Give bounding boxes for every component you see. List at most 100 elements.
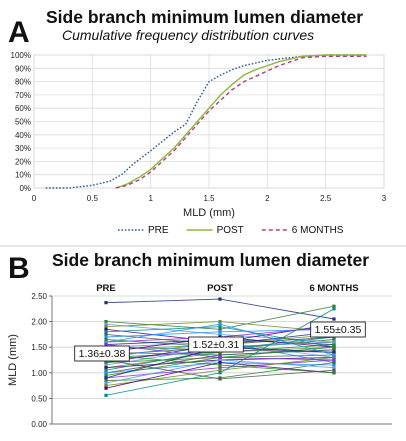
data-point xyxy=(218,327,222,331)
data-point xyxy=(218,332,222,336)
data-point xyxy=(332,307,336,311)
x-tick-label: 2 xyxy=(265,194,270,203)
y-tick-label: 10% xyxy=(15,171,31,180)
x-tick-label: 1 xyxy=(148,194,153,203)
y-tick-label: 0% xyxy=(19,184,31,193)
data-point xyxy=(218,360,222,365)
data-point xyxy=(332,343,336,347)
data-point xyxy=(332,366,336,370)
panel-b-letter: B xyxy=(8,252,30,285)
data-point xyxy=(104,381,108,385)
data-point xyxy=(104,386,108,390)
y-tick-label: 0.50 xyxy=(31,394,47,403)
series-line-pre xyxy=(45,54,367,189)
x-tick-label: 2.5 xyxy=(320,194,332,203)
data-point xyxy=(218,368,222,372)
data-point xyxy=(332,363,336,367)
data-point xyxy=(218,353,222,357)
data-point xyxy=(104,343,108,347)
panel-a-letter: A xyxy=(8,16,30,49)
panel-a: A Side branch minimum lumen diameter Cum… xyxy=(8,7,387,236)
data-point xyxy=(104,340,108,344)
data-point xyxy=(104,320,108,324)
data-point xyxy=(218,320,222,324)
mean-sd-label: 1.36±0.38 xyxy=(79,348,126,360)
data-point xyxy=(104,332,108,336)
y-tick-label: 80% xyxy=(15,78,31,87)
y-tick-label: 2.50 xyxy=(31,292,47,301)
data-point xyxy=(218,330,222,334)
panel-a-title: Side branch minimum lumen diameter xyxy=(46,7,363,27)
data-point xyxy=(104,376,108,380)
y-tick-label: 40% xyxy=(15,131,31,140)
data-point xyxy=(104,335,108,339)
data-point xyxy=(104,330,108,334)
y-tick-label: 50% xyxy=(15,118,31,127)
y-tick-label: 100% xyxy=(11,51,31,60)
y-tick-label: 2.00 xyxy=(31,318,47,327)
y-tick-label: 20% xyxy=(15,157,31,166)
y-tick-label: 70% xyxy=(15,91,31,100)
series-line-post xyxy=(115,54,367,189)
data-point xyxy=(104,373,108,377)
data-point xyxy=(104,301,108,305)
y-tick-label: 1.00 xyxy=(31,369,47,378)
data-point xyxy=(332,304,336,308)
data-point xyxy=(104,360,108,365)
panel-b: B Side branch minimum lumen diameter 0.0… xyxy=(7,250,392,429)
mean-sd-label: 1.55±0.35 xyxy=(315,324,362,336)
y-tick-label: 60% xyxy=(15,104,31,113)
x-tick-label: 0 xyxy=(32,194,37,203)
x-tick-label: 0.5 xyxy=(87,194,99,203)
paired-mld-chart: 0.00 0.50 1.00 1.50 2.00 2.50 MLD (mm) PRE POST 6… xyxy=(7,283,392,429)
data-point xyxy=(218,358,222,362)
data-point xyxy=(218,297,222,301)
cumulative-frequency-chart: 0% 10% 20% 30% 40% 50% 60% 70% 80% 90% 100% 0 0.5 1 1.… xyxy=(11,51,387,236)
mean-sd-label: 1.52±0.31 xyxy=(193,339,240,351)
data-point xyxy=(332,360,336,365)
data-point xyxy=(104,337,108,342)
y-tick-label: 1.50 xyxy=(31,343,47,352)
group-label: POST xyxy=(207,283,233,294)
x-tick-label: 3 xyxy=(382,194,387,203)
y-tick-label: 90% xyxy=(15,64,31,73)
data-point xyxy=(218,377,222,381)
legend-label: POST xyxy=(217,225,244,236)
data-point xyxy=(332,337,336,342)
data-point xyxy=(104,366,108,370)
data-point xyxy=(218,366,222,370)
legend-label: 6 MONTHS xyxy=(292,225,344,236)
data-point xyxy=(332,371,336,375)
group-label: PRE xyxy=(96,283,116,294)
data-point xyxy=(332,368,336,372)
group-label: 6 MONTHS xyxy=(309,283,358,294)
data-point xyxy=(104,327,108,331)
x-tick-label: 1.5 xyxy=(203,194,215,203)
y-tick-label: 0.00 xyxy=(31,420,47,429)
data-point xyxy=(332,317,336,321)
data-point xyxy=(332,348,336,352)
data-point xyxy=(332,345,336,349)
data-point xyxy=(332,340,336,344)
y-axis-label: MLD (mm) xyxy=(7,334,19,386)
y-tick-label: 30% xyxy=(15,144,31,153)
data-point xyxy=(104,363,108,367)
data-point xyxy=(218,363,222,367)
x-axis-label: MLD (mm) xyxy=(183,207,235,219)
data-point xyxy=(104,393,108,397)
data-point xyxy=(332,355,336,360)
data-point xyxy=(332,358,336,362)
data-point xyxy=(332,350,336,354)
patient-line xyxy=(105,298,335,320)
data-point xyxy=(218,371,222,375)
data-point xyxy=(332,353,336,357)
data-point xyxy=(104,368,108,372)
data-point xyxy=(104,371,108,375)
mean-sd-box xyxy=(188,336,244,353)
series-line-6-months xyxy=(115,55,367,189)
legend-label: PRE xyxy=(148,225,169,236)
data-point xyxy=(104,384,108,388)
data-point xyxy=(218,325,222,329)
panel-b-title: Side branch minimum lumen diameter xyxy=(52,250,369,270)
